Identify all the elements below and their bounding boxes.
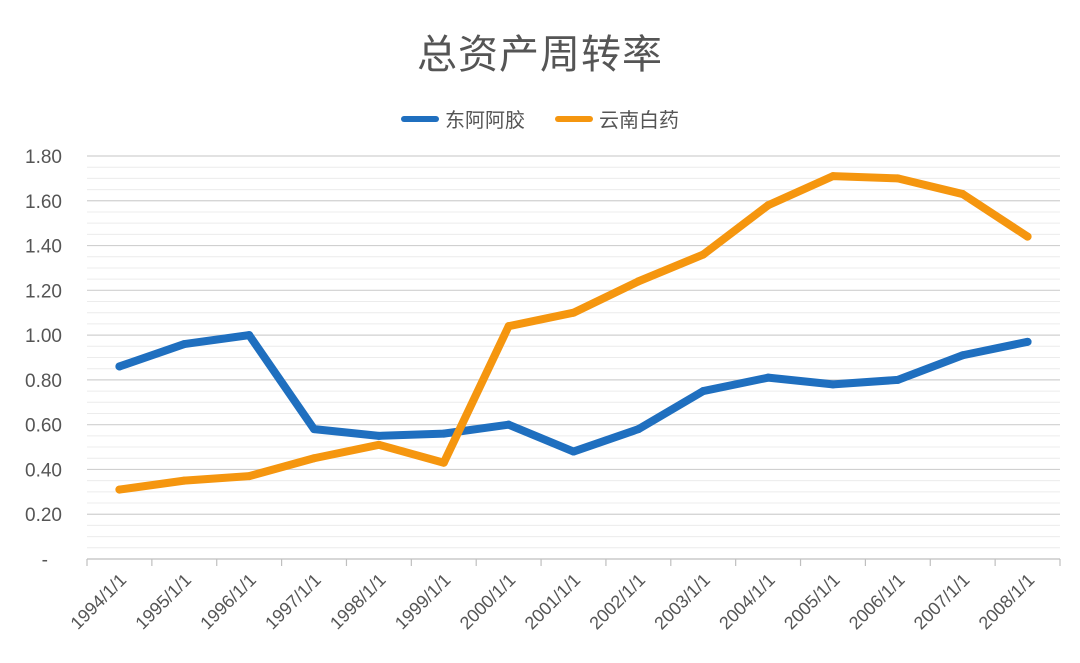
- series-1-point: [764, 373, 773, 382]
- legend-label-series-1: 东阿阿胶: [445, 108, 525, 132]
- x-tick-label: 2005/1/1: [780, 570, 844, 634]
- y-tick-label: 1.00: [25, 326, 62, 347]
- x-tick-label: 2001/1/1: [521, 570, 585, 634]
- x-tick-label: 1995/1/1: [131, 570, 195, 634]
- y-tick-label: 1.40: [25, 237, 62, 258]
- y-tick-label: 1.60: [25, 192, 62, 213]
- legend-swatch-series-2: [555, 115, 593, 122]
- y-axis-tick-labels: - 0.20 0.40 0.60 0.80 1.00 1.20 1.40 1.60 1.80: [25, 147, 62, 571]
- series-1-point: [828, 380, 837, 389]
- series-1-point: [115, 362, 124, 371]
- series-1-point: [504, 420, 513, 429]
- series-2-point: [245, 472, 254, 481]
- series-1-point: [245, 331, 254, 340]
- series-1-point: [634, 425, 643, 434]
- axes: [86, 558, 1061, 566]
- series-1-point: [699, 387, 708, 396]
- series-lines: [115, 172, 1032, 494]
- x-tick-label: 2007/1/1: [910, 570, 974, 634]
- series-1-point: [569, 447, 578, 456]
- series-1-point: [180, 340, 189, 349]
- series-2-point: [439, 458, 448, 467]
- series-2-point: [764, 201, 773, 210]
- series-2-point: [634, 277, 643, 286]
- series-2-point: [958, 190, 967, 199]
- series-2-point: [180, 476, 189, 485]
- x-tick-label: 2006/1/1: [845, 570, 909, 634]
- x-tick-label: 1999/1/1: [391, 570, 455, 634]
- y-tick-label: 0.80: [25, 371, 62, 392]
- series-2-point: [374, 440, 383, 449]
- x-tick-label: 2003/1/1: [650, 570, 714, 634]
- series-line-1: [115, 331, 1032, 456]
- x-tick-label: 1996/1/1: [196, 570, 260, 634]
- series-2-point: [569, 308, 578, 317]
- x-tick-label: 1994/1/1: [67, 570, 131, 634]
- grid-lines: [87, 155, 1060, 549]
- legend: 东阿阿胶 云南白药: [0, 104, 1080, 133]
- y-tick-label: 0.20: [25, 505, 62, 526]
- y-tick-label: 0.60: [25, 416, 62, 437]
- y-tick-label: 1.20: [25, 281, 62, 302]
- series-1-point: [1023, 337, 1032, 346]
- series-2-point: [504, 322, 513, 331]
- x-tick-label: 1998/1/1: [326, 570, 390, 634]
- y-tick-label: 0.40: [25, 460, 62, 481]
- legend-label-series-2: 云南白药: [599, 108, 679, 132]
- x-tick-label: 2000/1/1: [456, 570, 520, 634]
- y-tick-label: 1.80: [25, 147, 62, 168]
- series-2-point: [115, 485, 124, 494]
- series-1-point: [374, 431, 383, 440]
- series-2-point: [699, 250, 708, 259]
- x-tick-label: 2008/1/1: [975, 570, 1039, 634]
- x-axis-tick-labels: 1994/1/1 1995/1/1 1996/1/1 1997/1/1 1998/1/1…: [67, 570, 1039, 634]
- series-2-point: [1023, 232, 1032, 241]
- x-tick-label: 1997/1/1: [261, 570, 325, 634]
- y-tick-label: -: [42, 550, 48, 571]
- series-2-point: [828, 172, 837, 181]
- series-1-point: [893, 375, 902, 384]
- series-1-point: [310, 425, 319, 434]
- series-2-point: [310, 454, 319, 463]
- series-1-point: [958, 351, 967, 360]
- series-1-point: [439, 429, 448, 438]
- legend-item-series-2: 云南白药: [555, 104, 679, 133]
- series-2-point: [893, 174, 902, 183]
- legend-item-series-1: 东阿阿胶: [401, 104, 525, 133]
- chart-title: 总资产周转率: [417, 32, 663, 78]
- legend-swatch-series-1: [401, 115, 439, 122]
- x-tick-label: 2004/1/1: [715, 570, 779, 634]
- x-tick-label: 2002/1/1: [586, 570, 650, 634]
